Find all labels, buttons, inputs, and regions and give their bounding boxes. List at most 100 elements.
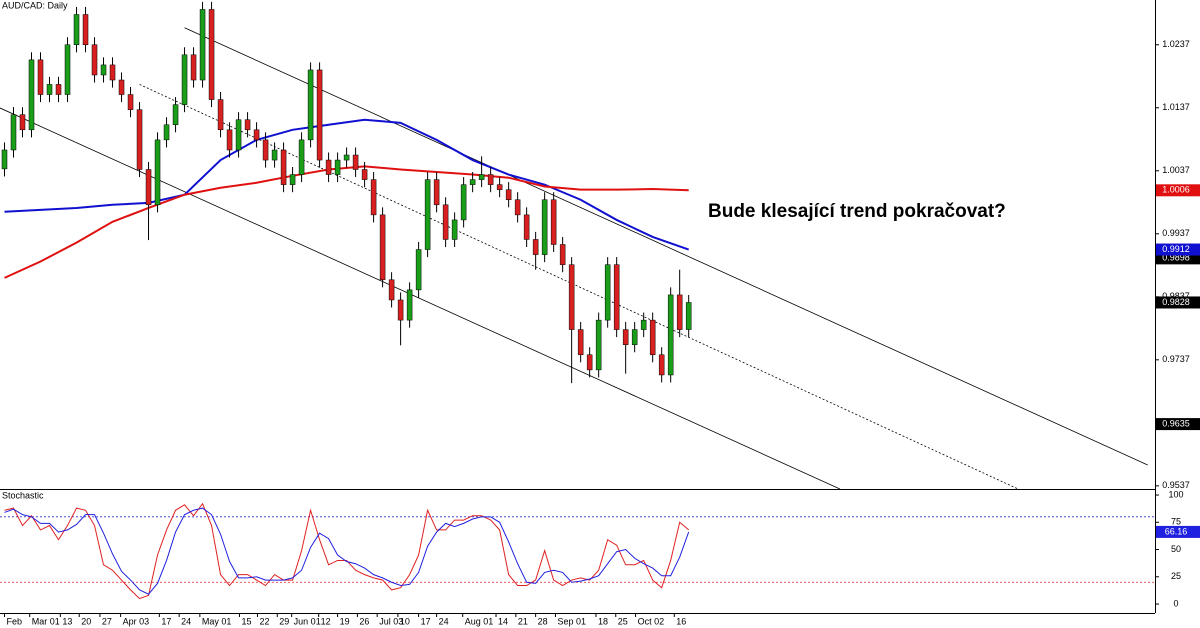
candle-body (658, 354, 665, 376)
candle-body (253, 129, 260, 141)
candle-body (199, 9, 206, 81)
candle-body (109, 64, 116, 81)
x-tick-label: 20 (81, 616, 91, 626)
y-tick-label: 0.9837 (1162, 291, 1190, 301)
price-tag-label: 66.16 (1165, 526, 1188, 536)
candle-body (595, 319, 602, 371)
candle-body (505, 189, 512, 201)
candle-body (163, 124, 170, 141)
candle-body (577, 329, 584, 356)
x-tick-label: 13 (62, 616, 72, 626)
stochastic-line (4, 507, 690, 595)
candle-body (127, 94, 134, 110)
candle-body (10, 114, 17, 151)
candle-body (91, 44, 98, 76)
candle-body (334, 159, 341, 175)
x-tick-label: 26 (359, 616, 369, 626)
x-tick-label: Apr 03 (123, 616, 150, 626)
price-tag-label: 0.9635 (1162, 418, 1190, 428)
candle-body (541, 199, 548, 255)
candle-body (532, 239, 539, 255)
candle-body (649, 319, 656, 356)
price-tag-label: 0.9912 (1162, 244, 1190, 254)
candle-body (244, 119, 251, 131)
candle-body (604, 264, 611, 321)
candle-body (172, 104, 179, 126)
candle-body (469, 179, 476, 185)
y-tick-label: 0.9537 (1162, 480, 1190, 490)
candle-body (676, 294, 683, 330)
price-tag (1156, 296, 1200, 309)
y-tick-label: 1.0137 (1162, 102, 1190, 112)
candle-body (64, 44, 71, 95)
y-tick-label: 0 (1173, 598, 1178, 608)
x-tick-label: 21 (518, 616, 528, 626)
x-tick-label: 29 (279, 616, 289, 626)
price-tag (1156, 525, 1200, 538)
chart-title: AUD/CAD: Daily (2, 0, 68, 10)
candle-body (379, 214, 386, 281)
price-tags: 0.9898 0.9635 0.9912 1.0006 0.9828 66.16 (1156, 184, 1200, 538)
candle-body (550, 199, 557, 245)
y-tick-label: 100 (1168, 489, 1183, 499)
candle-body (442, 204, 449, 240)
candle-body (298, 139, 305, 175)
candle-body (622, 329, 629, 345)
y-tick-label: 75 (1171, 517, 1181, 527)
candle-body (685, 302, 692, 330)
x-tick-label: 24 (181, 616, 191, 626)
candle-body (28, 59, 35, 131)
x-tick-label: 24 (439, 616, 449, 626)
x-tick-label: 17 (421, 616, 431, 626)
x-tick-label: 27 (102, 616, 112, 626)
x-tick-label: 22 (259, 616, 269, 626)
candle-body (406, 289, 413, 321)
candle-body (487, 174, 494, 185)
candle-body (514, 199, 521, 216)
annotation: Bude klesající trend pokračovat? (708, 201, 1006, 222)
candle-body (118, 79, 125, 95)
candle-body (388, 279, 395, 301)
y-tick-label: 1.0037 (1162, 165, 1190, 175)
x-tick-label: 10 (400, 616, 410, 626)
candle-body (325, 159, 332, 175)
price-tag-label: 1.0006 (1162, 185, 1190, 195)
candle-body (496, 184, 503, 190)
candle-body (568, 264, 575, 330)
x-tick-label: 16 (676, 616, 686, 626)
candle-body (262, 139, 269, 161)
price-panel (0, 1, 1148, 489)
candle-body (154, 139, 161, 206)
x-tick-label: Oct 02 (638, 616, 665, 626)
candle-body (397, 299, 404, 321)
candle-body (208, 9, 215, 100)
candle-body (19, 114, 26, 131)
x-tick-label: 14 (498, 616, 508, 626)
x-tick-label: 12 (321, 616, 331, 626)
x-tick-label: 25 (618, 616, 628, 626)
y-tick-label: 1.0237 (1162, 39, 1190, 49)
indicator-title: Stochastic (2, 490, 44, 500)
candle-body (181, 54, 188, 105)
x-tick-label: 17 (161, 616, 171, 626)
candle-body (190, 54, 197, 81)
y-tick-label: 0.9737 (1162, 354, 1190, 364)
candle-body (451, 219, 458, 240)
candle-body (235, 119, 242, 151)
price-tag-label: 0.9828 (1162, 297, 1190, 307)
stochastic-line (4, 502, 690, 600)
candle-body (217, 99, 224, 131)
x-tick-label: Feb (7, 616, 23, 626)
x-tick-label: Aug 01 (465, 616, 494, 626)
stochastic-panel (0, 502, 1155, 600)
x-tick-label: Jun 01 (294, 616, 321, 626)
x-tick-label: Jul 03 (379, 616, 403, 626)
title-box (0, 0, 62, 12)
price-tag (1156, 418, 1200, 431)
candle-body (100, 64, 107, 76)
candle-body (586, 354, 593, 371)
candle-body (289, 174, 296, 185)
moving-average (4, 118, 690, 251)
y-tick-label: 50 (1171, 544, 1181, 554)
